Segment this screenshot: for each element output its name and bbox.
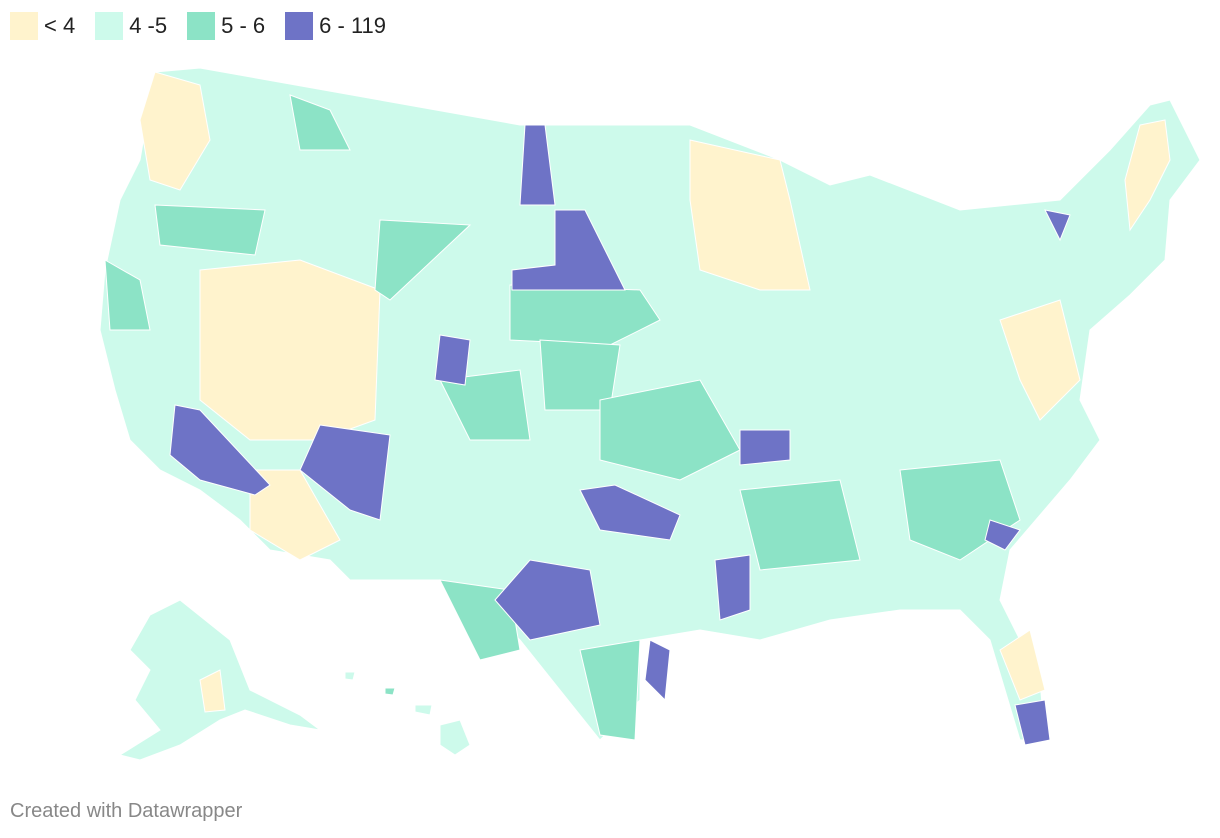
region — [511, 209, 626, 291]
region — [1044, 209, 1071, 242]
region — [739, 429, 791, 466]
region — [199, 669, 226, 713]
legend-swatch — [10, 12, 38, 40]
region — [249, 469, 341, 561]
region — [599, 379, 741, 481]
region — [714, 554, 751, 621]
region — [169, 404, 271, 496]
legend: < 4 4 -5 5 - 6 6 - 119 — [10, 12, 406, 40]
legend-item: < 4 — [10, 12, 75, 40]
legend-label: 6 - 119 — [319, 13, 387, 38]
region — [579, 484, 681, 541]
region — [414, 704, 433, 716]
region — [984, 519, 1021, 551]
legend-item: 5 - 6 — [187, 12, 265, 40]
lower-48 — [99, 67, 1201, 746]
region — [384, 687, 396, 696]
region — [439, 719, 471, 756]
region — [199, 259, 381, 441]
legend-item: 6 - 119 — [285, 12, 386, 40]
legend-swatch — [285, 12, 314, 40]
legend-label: < 4 — [44, 13, 76, 38]
footer: Created with Datawrapper — [10, 800, 243, 822]
region — [494, 559, 601, 641]
region — [999, 629, 1046, 701]
map — [99, 67, 1201, 761]
region — [434, 334, 471, 386]
region — [1014, 699, 1051, 746]
legend-swatch — [95, 12, 124, 40]
region — [154, 204, 266, 256]
region — [579, 639, 641, 741]
region — [139, 71, 211, 191]
region — [739, 479, 861, 571]
legend-label: 4 -5 — [129, 13, 168, 38]
region — [104, 259, 151, 331]
region — [1124, 119, 1171, 232]
region — [299, 424, 391, 521]
region — [999, 299, 1081, 421]
region — [439, 369, 531, 441]
legend-item: 4 -5 — [95, 12, 167, 40]
region — [644, 639, 671, 702]
alaska — [118, 599, 321, 761]
legend-swatch — [187, 12, 216, 40]
legend-label: 5 - 6 — [221, 13, 266, 38]
region — [289, 94, 351, 151]
region — [344, 671, 356, 681]
region — [519, 124, 556, 206]
hawaii — [344, 671, 471, 756]
region — [374, 219, 472, 301]
region — [689, 139, 811, 291]
